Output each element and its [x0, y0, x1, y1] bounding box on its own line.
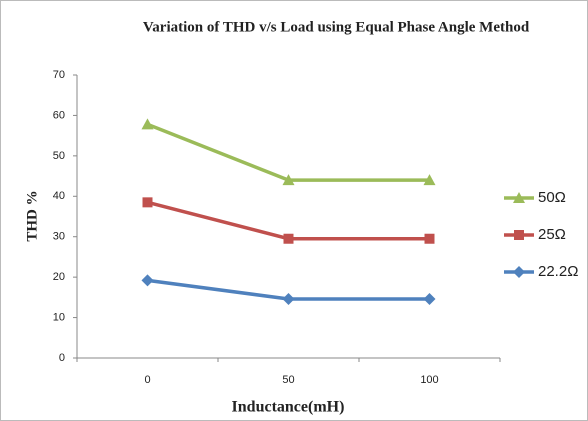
data-point [423, 174, 436, 186]
data-point [141, 274, 154, 287]
data-point [282, 174, 295, 186]
y-tick-label: 10 [53, 311, 65, 323]
data-point [141, 118, 154, 130]
data-point [423, 292, 436, 305]
y-tick-label: 70 [53, 69, 65, 81]
x-axis-label: Inductance(mH) [232, 399, 345, 416]
x-tick-label: 0 [144, 374, 150, 386]
y-tick-label: 40 [53, 190, 65, 202]
y-tick-label: 50 [53, 150, 65, 162]
data-point [142, 197, 153, 208]
chart-title: Variation of THD v/s Load using Equal Ph… [143, 19, 530, 35]
y-tick-label: 20 [53, 271, 65, 283]
legend-marker [514, 230, 524, 240]
y-axis-label: THD % [24, 190, 40, 241]
x-tick-label: 50 [282, 374, 294, 386]
data-point [424, 233, 435, 244]
legend-label: 25Ω [538, 226, 566, 243]
data-point [282, 292, 295, 305]
x-tick-label: 100 [420, 374, 438, 386]
legend-label: 50Ω [538, 189, 566, 206]
legend-marker [513, 266, 525, 278]
data-point [283, 233, 294, 244]
y-tick-label: 30 [53, 231, 65, 243]
y-tick-label: 0 [59, 352, 65, 364]
y-tick-label: 60 [53, 109, 65, 121]
legend-label: 22.2Ω [538, 263, 578, 280]
legend-marker [513, 192, 525, 203]
